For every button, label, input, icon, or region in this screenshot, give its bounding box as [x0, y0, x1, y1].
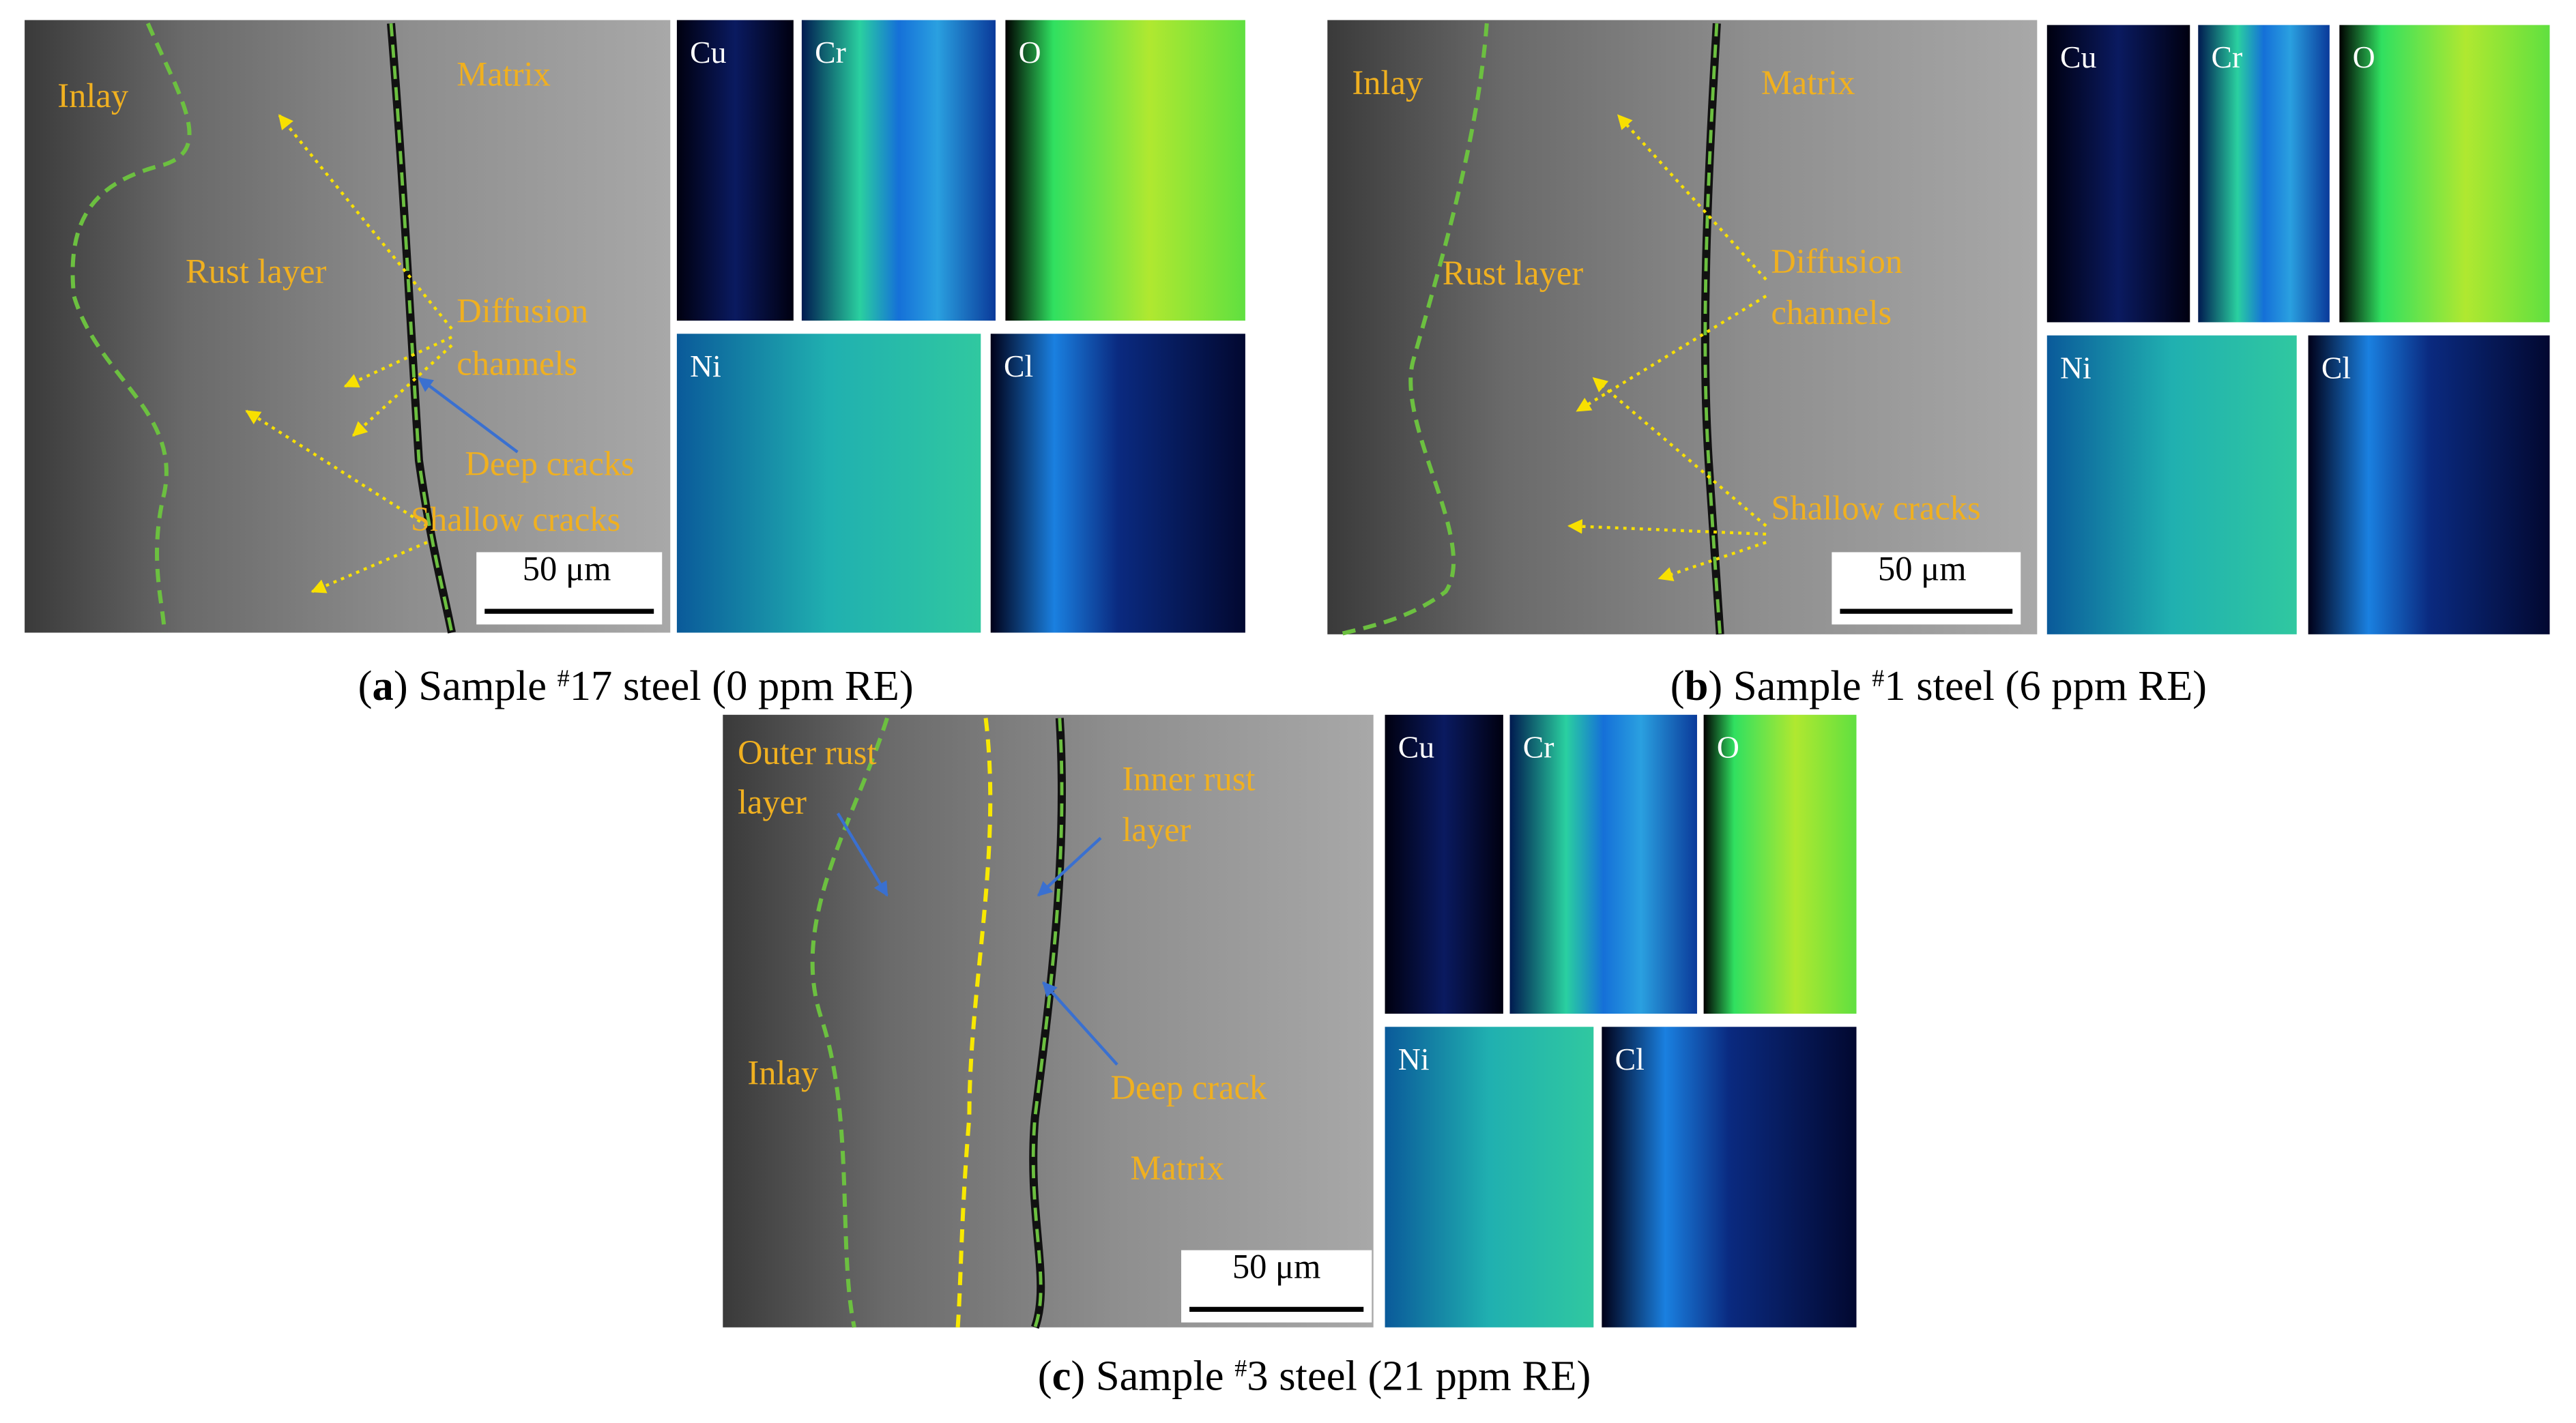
annotation: Inlay	[57, 76, 129, 115]
caption-part: (	[1670, 662, 1685, 709]
caption-part: 1 steel (6 ppm RE)	[1884, 662, 2207, 709]
rust-boundary	[1031, 718, 1064, 1328]
map-label: Ni	[1398, 1042, 1430, 1076]
caption-part: #	[1234, 1354, 1247, 1381]
eds-map	[801, 20, 996, 321]
caption-part: ) Sample	[394, 662, 558, 709]
annotation: Matrix	[1130, 1149, 1224, 1187]
eds-map	[676, 334, 981, 633]
map-label: Cr	[1523, 729, 1554, 764]
map-label: O	[1717, 729, 1739, 764]
arrow	[1592, 377, 1767, 527]
eds-map	[1385, 714, 1503, 1014]
caption-part: a	[373, 662, 394, 709]
caption-part: b	[1685, 662, 1709, 709]
eds-map	[2046, 335, 2297, 634]
map-label: Ni	[690, 349, 721, 383]
eds-map	[676, 20, 794, 321]
layer-boundary	[955, 718, 993, 1328]
annotation: channels	[457, 344, 577, 382]
caption-part: #	[1872, 664, 1884, 692]
map-label: Ni	[2060, 350, 2092, 385]
annotation: Shallow cracks	[1771, 488, 1980, 527]
annotation: channels	[1771, 293, 1892, 332]
eds-map	[1509, 714, 1697, 1014]
arrow	[1037, 836, 1102, 897]
arrow	[836, 812, 888, 897]
map-label: Cl	[1004, 349, 1033, 383]
caption-part: 3 steel (21 ppm RE)	[1247, 1351, 1591, 1399]
annotation: Inlay	[1352, 63, 1423, 102]
sem-image	[25, 20, 671, 633]
scale-bar-label: 50 μm	[1232, 1248, 1321, 1286]
caption: (b) Sample #1 steel (6 ppm RE)	[1670, 662, 2207, 709]
caption-part: ) Sample	[1708, 662, 1872, 709]
caption-part: 17 steel (0 ppm RE)	[570, 662, 914, 709]
annotation: Matrix	[457, 55, 551, 93]
sem-image	[1327, 20, 2038, 634]
caption-part: (	[1038, 1351, 1052, 1399]
arrow	[1658, 540, 1767, 582]
caption-part: #	[558, 664, 570, 692]
annotation: Rust layer	[1443, 254, 1584, 292]
arrow	[1567, 518, 1767, 536]
panel: Outer rust layer Inner rust layer Inlay Deep …	[723, 714, 1857, 1399]
inlay-boundary	[810, 717, 889, 1328]
arrow	[343, 336, 452, 388]
annotation: Diffusion	[457, 291, 588, 329]
inlay-boundary	[1338, 23, 1489, 636]
annotation: Rust layer	[186, 252, 327, 291]
map-label: Cr	[2212, 40, 2243, 74]
panel: Inlay Matrix Rust layer Diffusion channels De…	[25, 20, 1245, 709]
annotation: Outer rust	[738, 733, 877, 772]
caption: (a) Sample #17 steel (0 ppm RE)	[358, 662, 914, 709]
caption-part: c	[1052, 1351, 1071, 1399]
inlay-boundary	[70, 23, 192, 633]
map-label: Cu	[690, 35, 727, 70]
eds-map	[2308, 335, 2550, 634]
arrow	[245, 409, 429, 527]
caption-part: (	[358, 662, 373, 709]
eds-map	[1005, 20, 1245, 321]
eds-map	[2339, 25, 2550, 323]
annotation: layer	[1122, 810, 1191, 849]
map-label: Cl	[1615, 1042, 1645, 1076]
panel: Inlay Matrix Rust layer Diffusion channels Sh…	[1327, 20, 2550, 709]
arrow	[352, 344, 453, 437]
arrow	[418, 377, 519, 454]
map-label: O	[1019, 35, 1041, 70]
annotation: Inlay	[747, 1054, 819, 1092]
arrow	[1042, 981, 1118, 1066]
map-label: Cu	[1398, 729, 1435, 764]
caption: (c) Sample #3 steel (21 ppm RE)	[1038, 1351, 1591, 1399]
annotation: Deep crack	[1110, 1068, 1267, 1106]
eds-map	[1703, 714, 1857, 1014]
annotation: Inner rust	[1122, 760, 1255, 798]
annotation: Diffusion	[1771, 242, 1902, 280]
eds-map	[990, 334, 1245, 633]
annotation: Matrix	[1761, 63, 1855, 102]
scale-bar-label: 50 μm	[1878, 549, 1967, 587]
eds-map	[1385, 1027, 1594, 1327]
eds-map	[1602, 1027, 1857, 1327]
rust-boundary	[389, 23, 454, 633]
map-label: Cl	[2321, 350, 2351, 385]
scale-bar-label: 50 μm	[523, 549, 611, 587]
map-label: O	[2353, 40, 2375, 74]
rust-boundary	[1703, 23, 1722, 635]
eds-map	[2198, 25, 2330, 323]
map-label: Cu	[2060, 40, 2097, 74]
map-label: Cr	[815, 35, 846, 70]
caption-part: ) Sample	[1071, 1351, 1234, 1399]
annotation: Deep cracks	[465, 444, 634, 482]
annotation: layer	[738, 782, 807, 821]
eds-map	[2046, 25, 2190, 323]
annotation: Shallow cracks	[411, 500, 620, 538]
